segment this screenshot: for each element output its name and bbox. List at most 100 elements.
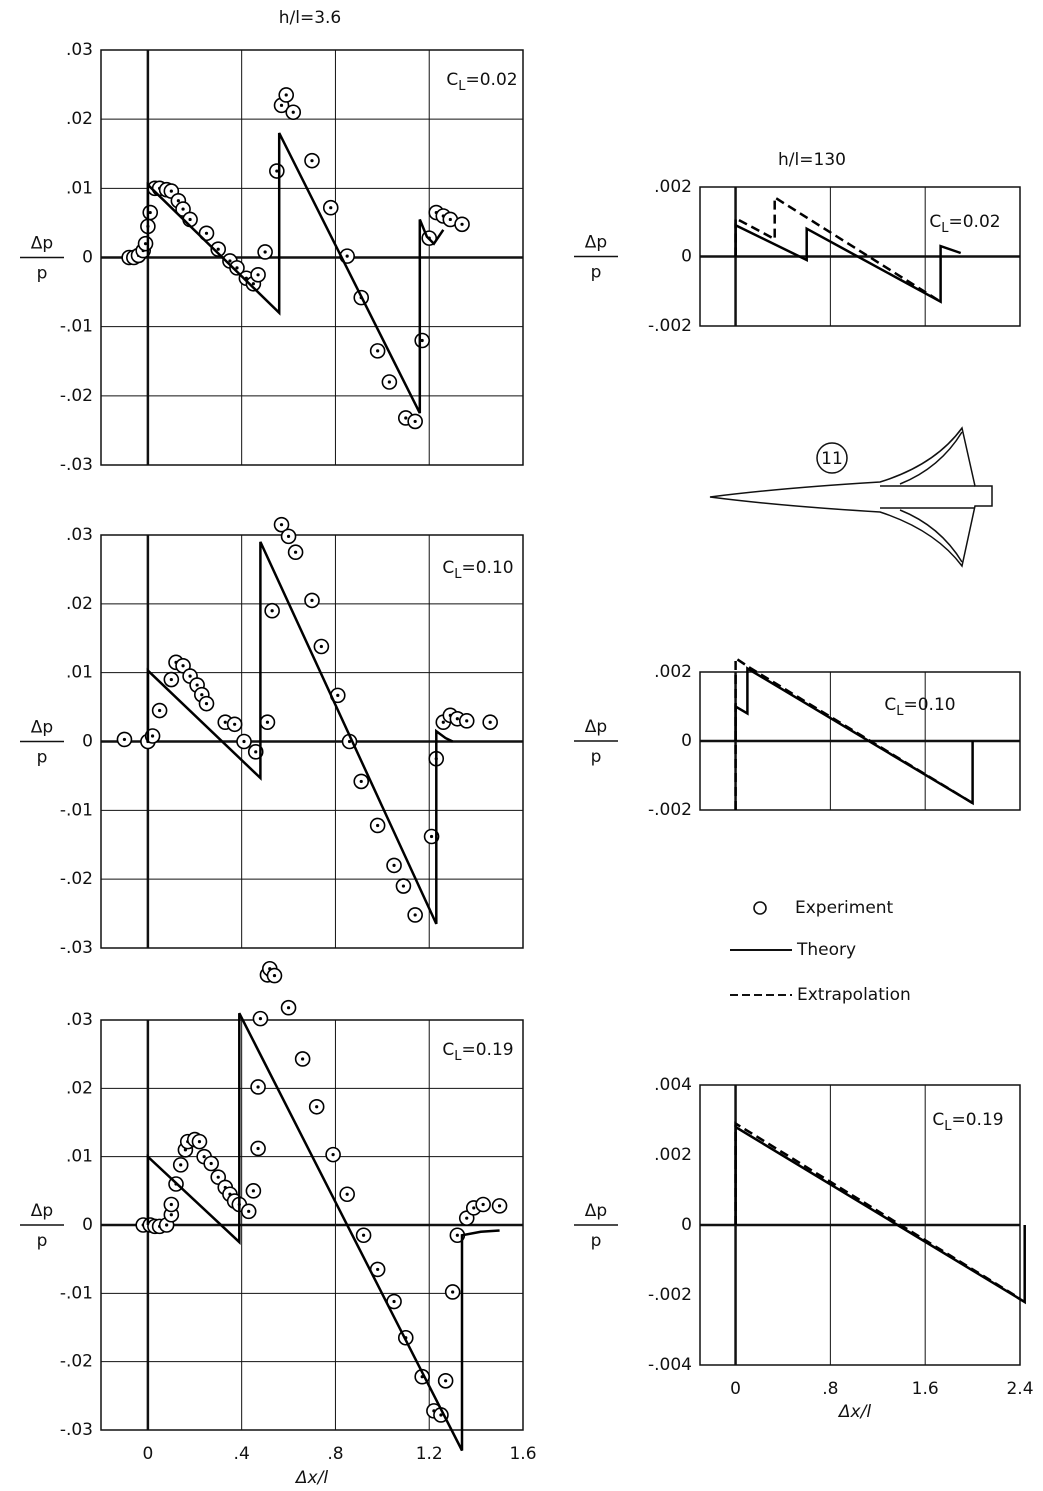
experiment-point [369, 343, 386, 359]
point-dot [361, 1233, 366, 1237]
x-tick-label: 0 [142, 1444, 153, 1464]
point-dot [413, 913, 417, 917]
y-axis-label-top: Δp [31, 718, 53, 738]
lift-coefficient-label: CL=0.19 [442, 1040, 513, 1064]
point-dot [310, 598, 314, 602]
y-tick-label: .02 [66, 594, 93, 614]
experiment-point [259, 714, 276, 731]
point-dot [265, 720, 270, 724]
point-dot [376, 1267, 380, 1272]
point-dot [272, 973, 277, 978]
point-dot [242, 739, 246, 744]
experiment-point [355, 1227, 372, 1244]
experiment-point [475, 1196, 491, 1213]
experiment-point [191, 1133, 208, 1150]
experiment-point [250, 1140, 266, 1157]
annotation-subscript: L [454, 1049, 462, 1064]
experiment-point [437, 1373, 454, 1389]
annotation-part: =0.19 [952, 1110, 1004, 1130]
point-dot [448, 217, 452, 222]
point-dot [347, 739, 352, 744]
plot-frame [699, 186, 1021, 327]
point-dot [465, 1216, 469, 1220]
experiment-point [407, 413, 423, 430]
experiment-point [198, 695, 215, 712]
point-dot [181, 664, 185, 668]
point-dot [329, 206, 333, 210]
point-dot [392, 1299, 396, 1304]
experiment-point [325, 1146, 341, 1163]
experiment-point [407, 907, 423, 923]
experiment-point [386, 857, 402, 874]
y-tick-label: -.01 [60, 800, 93, 820]
point-dot [315, 1105, 319, 1109]
y-tick-label: -.002 [648, 800, 692, 820]
experiment-point [278, 87, 295, 103]
point-dot [275, 169, 279, 173]
experiment-point [280, 528, 297, 545]
experiment-point [285, 104, 302, 121]
experiment-point [236, 733, 252, 750]
point-dot [439, 1413, 443, 1417]
experiment-point [381, 374, 398, 390]
y-axis-label-top: Δp [31, 234, 53, 254]
point-dot [472, 1206, 476, 1210]
annotation-subscript: L [458, 79, 466, 94]
point-dot [429, 834, 434, 839]
y-tick-label: -.02 [60, 386, 93, 406]
point-dot [204, 231, 209, 235]
y-tick-label: .004 [654, 1075, 692, 1095]
point-dot [169, 1202, 173, 1207]
experiment-point [269, 163, 285, 179]
point-dot [188, 674, 192, 678]
point-dot [336, 693, 340, 697]
point-dot [413, 419, 417, 424]
point-dot [223, 720, 227, 724]
point-dot [270, 609, 274, 613]
y-tick-label: -.03 [60, 938, 93, 958]
y-axis-label-top: Δp [585, 233, 607, 253]
theory-line [146, 132, 445, 414]
point-dot [169, 677, 173, 682]
y-tick-label: .01 [66, 178, 93, 198]
y-tick-label: .01 [66, 663, 93, 683]
point-dot [404, 416, 408, 420]
experiment-point [395, 878, 412, 894]
point-dot [497, 1204, 502, 1208]
experiment-point [257, 244, 273, 260]
experiment-point [353, 773, 370, 790]
point-dot [202, 1155, 206, 1159]
point-dot [256, 1146, 260, 1151]
point-dot [256, 1085, 260, 1089]
x-tick-label: .8 [327, 1444, 343, 1464]
point-dot [122, 737, 127, 742]
plot-frame [699, 1084, 1021, 1366]
y-axis-label-bottom: p [37, 264, 48, 284]
chart-title: h/l=3.6 [279, 8, 342, 28]
point-dot [179, 1163, 183, 1167]
y-axis-label-top: Δp [585, 717, 607, 737]
annotation-part: =0.02 [949, 212, 1001, 232]
theory-line [146, 541, 454, 925]
y-tick-label: -.002 [648, 316, 692, 336]
point-dot [165, 1223, 169, 1227]
y-tick-label: .03 [66, 1010, 93, 1030]
y-tick-label: .01 [66, 1147, 93, 1167]
x-tick-label: 2.4 [1006, 1379, 1033, 1399]
y-tick-label: .002 [654, 662, 692, 682]
y-tick-label: -.03 [60, 455, 93, 475]
point-dot [256, 273, 260, 277]
point-dot [247, 1209, 251, 1213]
extrapolation-line [734, 1121, 1021, 1300]
experiment-point [172, 1157, 189, 1173]
point-dot [279, 523, 284, 527]
point-dot [401, 884, 406, 888]
experiment-point [339, 1186, 355, 1203]
lift-coefficient-label: CL=0.19 [932, 1110, 1003, 1134]
y-tick-label: -.01 [60, 1283, 93, 1303]
point-dot [188, 217, 192, 222]
y-tick-label: .02 [66, 109, 93, 129]
point-dot [392, 863, 396, 868]
point-dot [444, 1379, 448, 1383]
